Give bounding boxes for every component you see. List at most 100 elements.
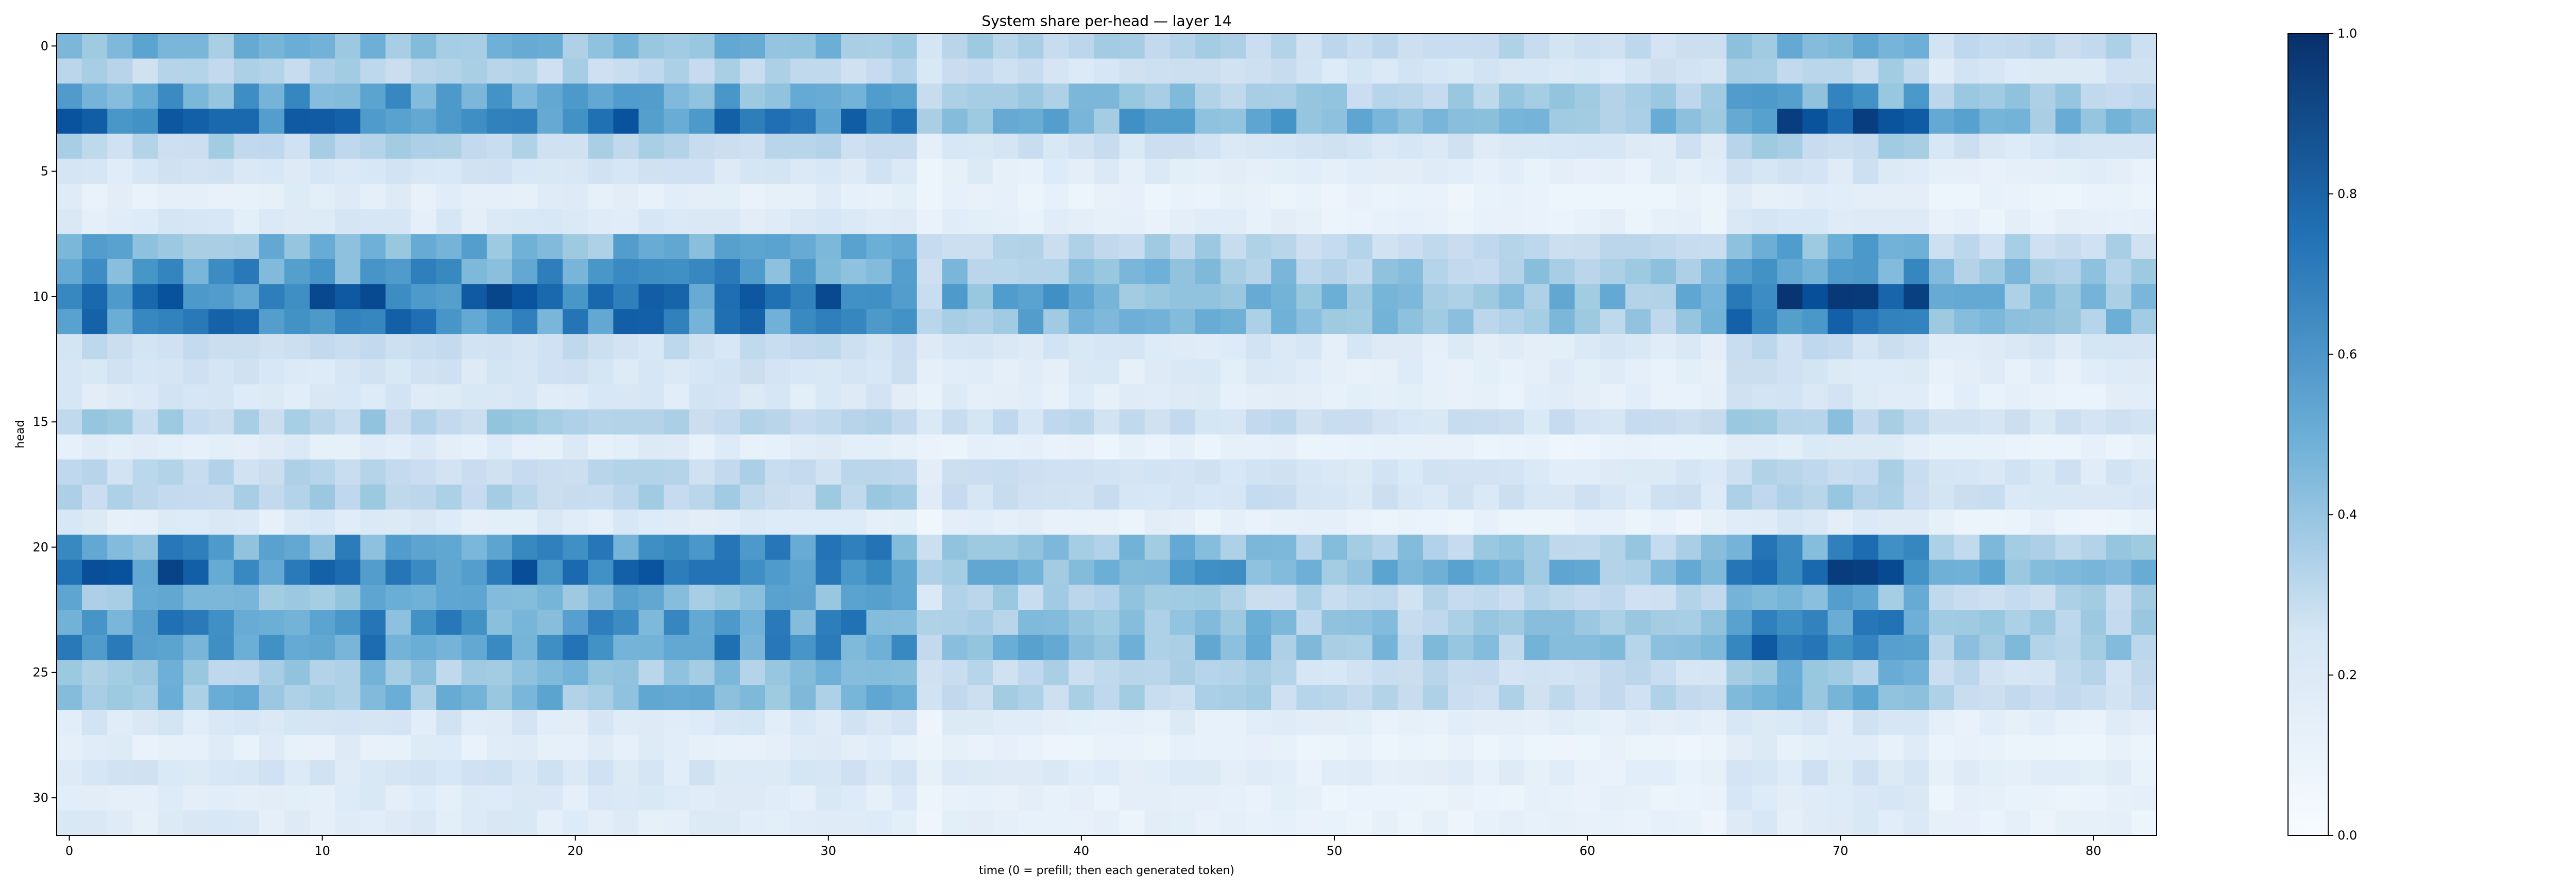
heatmap-cell [385,359,412,385]
heatmap-cell [1321,685,1348,711]
heatmap-cell [866,359,892,385]
heatmap-cell [335,484,361,510]
heatmap-cell [967,635,993,661]
heatmap-cell [917,685,943,711]
heatmap-cell [1903,735,1929,761]
heatmap-cell [1094,635,1120,661]
heatmap-cell [1499,509,1524,535]
heatmap-cell [310,760,335,786]
heatmap-cell [967,33,993,59]
heatmap-cell [816,33,841,59]
heatmap-cell [1271,58,1297,84]
heatmap-cell [613,509,639,535]
heatmap-cell [360,535,386,560]
heatmap-cell [461,284,487,310]
heatmap-cell [714,334,740,360]
heatmap-cell [1878,183,1904,210]
heatmap-cell [537,760,563,786]
heatmap-cell [1549,183,1575,210]
heatmap-cell [1600,209,1626,234]
heatmap-cell [1625,209,1651,234]
heatmap-cell [790,710,816,735]
heatmap-cell [82,384,108,410]
heatmap-cell [1853,585,1879,610]
heatmap-cell [2131,635,2157,661]
heatmap-cell [1853,334,1879,360]
heatmap-cell [1524,810,1550,836]
heatmap-cell [2131,284,2157,310]
heatmap-cell [2106,735,2132,761]
heatmap-cell [1675,108,1702,134]
heatmap-cell [107,610,133,636]
heatmap-cell [436,635,462,661]
heatmap-cell [1650,284,1676,310]
heatmap-cell [1018,234,1044,260]
heatmap-cell [891,58,918,84]
heatmap-cell [1296,685,1323,711]
heatmap-cell [461,459,487,485]
heatmap-cell [2106,760,2132,786]
heatmap-cell [259,259,285,285]
heatmap-cell [967,434,993,460]
heatmap-cell [1853,409,1879,435]
heatmap-cell [664,635,690,661]
heatmap-cell [1675,83,1702,109]
heatmap-cell [1397,434,1423,460]
heatmap-cell [1473,735,1499,761]
heatmap-cell [1397,359,1423,385]
heatmap-cell [866,384,892,410]
heatmap-cell [1878,660,1904,686]
heatmap-cell [2030,509,2056,535]
heatmap-cell [1701,133,1727,159]
heatmap-cell [638,585,665,610]
heatmap-cell [1195,83,1221,109]
heatmap-cell [967,710,993,735]
heatmap-cell [1827,209,1854,234]
heatmap-cell [613,209,639,234]
heatmap-cell [1220,484,1246,510]
heatmap-cell [310,234,335,260]
heatmap-cell [1094,209,1120,234]
heatmap-cell [1448,284,1474,310]
heatmap-cell [57,635,82,661]
heatmap-cell [158,284,184,310]
heatmap-cell [1853,183,1879,210]
heatmap-cell [993,484,1019,510]
heatmap-cell [1499,409,1524,435]
heatmap-cell [1574,234,1601,260]
heatmap-cell [436,58,462,84]
heatmap-cell [1979,459,2005,485]
heatmap-cell [1827,635,1854,661]
heatmap-cell [360,685,386,711]
heatmap-cell [1549,58,1575,84]
heatmap-cell [917,183,943,210]
heatmap-cell [512,384,538,410]
heatmap-cell [2131,159,2157,184]
heatmap-cell [2080,83,2107,109]
heatmap-cell [335,735,361,761]
heatmap-cell [1170,810,1196,836]
heatmap-cell [588,159,614,184]
heatmap-cell [1448,810,1474,836]
heatmap-cell [158,760,184,786]
heatmap-cell [1903,183,1929,210]
heatmap-cell [1929,760,1955,786]
heatmap-cell [1321,459,1348,485]
heatmap-cell [1802,359,1828,385]
heatmap-cell [1069,33,1095,59]
heatmap-cell [1422,359,1449,385]
heatmap-cell [1195,384,1221,410]
heatmap-cell [1397,484,1423,510]
heatmap-cell [2106,359,2132,385]
heatmap-cell [1802,484,1828,510]
heatmap-cell [664,735,690,761]
heatmap-cell [739,209,766,234]
heatmap-cell [2080,108,2107,134]
heatmap-cell [1903,459,1929,485]
heatmap-cell [1144,760,1171,786]
heatmap-cell [1347,33,1373,59]
heatmap-cell [1296,409,1323,435]
heatmap-cell [1170,108,1196,134]
heatmap-cell [1220,635,1246,661]
